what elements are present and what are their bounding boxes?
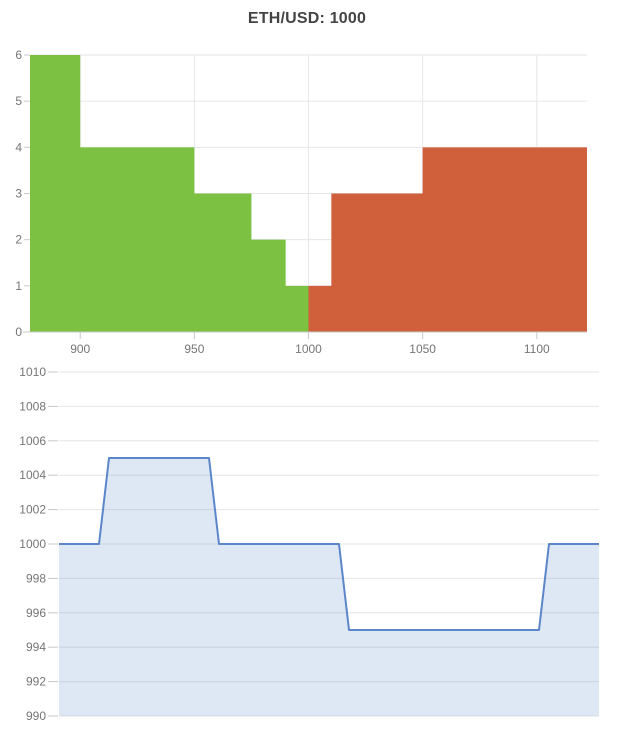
chart-title: ETH/USD: 1000: [247, 10, 367, 27]
svg-text:996: 996: [26, 606, 46, 620]
order-book-depth-chart[interactable]: 900 950 1000 1050 1100 0 1 2 3 4 5 6: [0, 40, 618, 365]
svg-text:1002: 1002: [19, 503, 46, 517]
svg-text:1100: 1100: [524, 342, 550, 356]
svg-text:994: 994: [26, 640, 46, 654]
svg-text:900: 900: [70, 342, 90, 356]
svg-text:1: 1: [15, 279, 22, 293]
svg-text:1006: 1006: [19, 434, 46, 448]
svg-text:1008: 1008: [19, 399, 46, 413]
svg-text:1000: 1000: [295, 342, 322, 356]
svg-text:1050: 1050: [409, 342, 436, 356]
svg-text:998: 998: [26, 571, 46, 585]
svg-text:1004: 1004: [19, 468, 46, 482]
svg-text:2: 2: [15, 233, 22, 247]
svg-text:992: 992: [26, 675, 46, 689]
svg-text:0: 0: [15, 325, 22, 339]
svg-text:1000: 1000: [19, 537, 46, 551]
price-history-chart[interactable]: 990 992 994 996 998 1000 1002 1004 1006 1008 1010: [0, 365, 618, 740]
svg-text:1010: 1010: [19, 365, 46, 379]
svg-text:4: 4: [15, 140, 22, 154]
svg-text:5: 5: [15, 94, 22, 108]
svg-text:3: 3: [15, 187, 22, 201]
svg-text:6: 6: [15, 48, 22, 62]
svg-text:990: 990: [26, 709, 46, 723]
svg-text:950: 950: [184, 342, 204, 356]
